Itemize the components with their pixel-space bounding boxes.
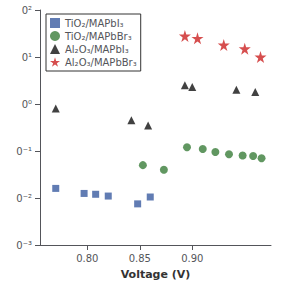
svg-text:Voltage (V): Voltage (V) [121, 268, 191, 281]
svg-text:0⁻²: 0⁻² [16, 193, 32, 204]
svg-text:0.80: 0.80 [76, 253, 98, 264]
svg-text:0⁰: 0⁰ [22, 99, 32, 110]
svg-text:Al₂O₃/MAPbI₃: Al₂O₃/MAPbI₃ [65, 44, 129, 55]
svg-text:Al₂O₃/MAPbBr₃: Al₂O₃/MAPbBr₃ [65, 57, 137, 68]
svg-text:0⁻¹: 0⁻¹ [16, 146, 32, 157]
svg-text:0¹: 0¹ [22, 52, 32, 63]
svg-text:TiO₂/MAPbI₃: TiO₂/MAPbI₃ [64, 18, 124, 29]
svg-text:0⁻³: 0⁻³ [16, 240, 32, 251]
svg-text:TiO₂/MAPbBr₃: TiO₂/MAPbBr₃ [64, 31, 132, 42]
svg-text:0.85: 0.85 [129, 253, 151, 264]
svg-text:0.90: 0.90 [181, 253, 203, 264]
svg-text:0²: 0² [22, 5, 32, 16]
